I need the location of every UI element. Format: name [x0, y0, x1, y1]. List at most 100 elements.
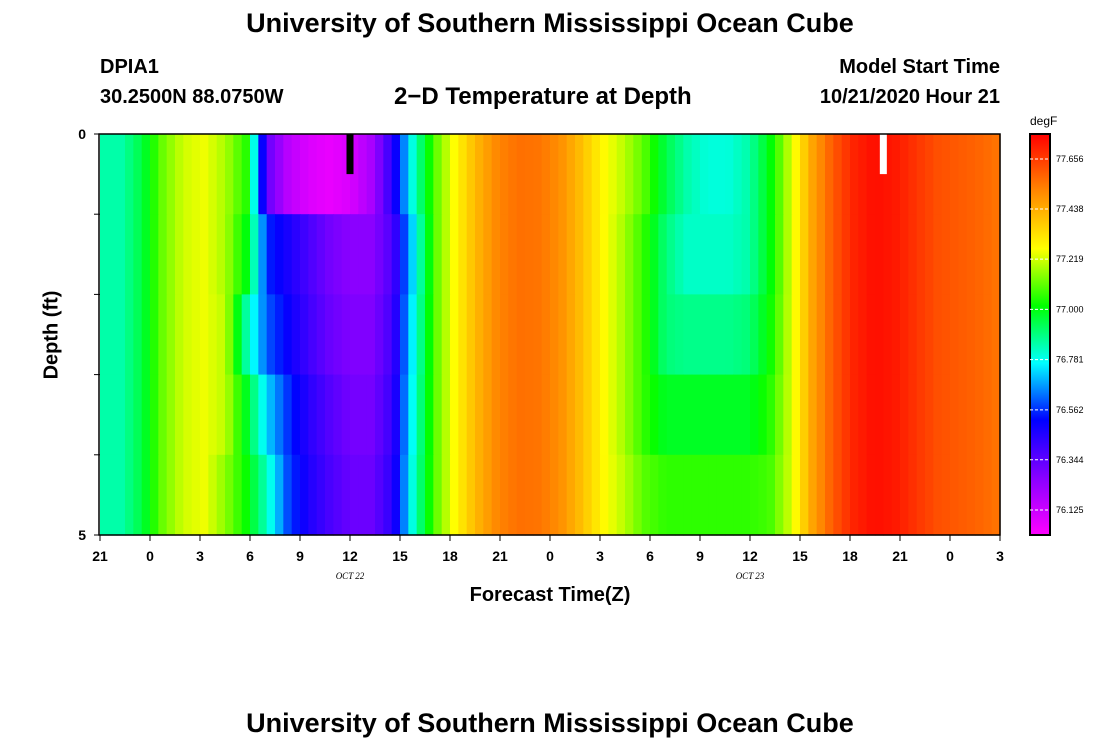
heatmap-cell	[700, 294, 709, 376]
heatmap-cell	[691, 294, 701, 376]
heatmap-cell	[258, 454, 268, 536]
heatmap-cell	[716, 214, 726, 295]
heatmap-cell	[600, 294, 609, 376]
heatmap-cell	[941, 214, 951, 295]
heatmap-cell	[275, 374, 284, 456]
heatmap-cell	[666, 294, 676, 376]
heatmap-cell	[900, 134, 909, 215]
heatmap-cell	[175, 374, 184, 456]
heatmap-cell	[508, 214, 518, 295]
heatmap-cell	[316, 294, 326, 376]
heatmap-cell	[750, 454, 759, 536]
heatmap-cell	[566, 374, 576, 456]
heatmap-cell	[791, 214, 801, 295]
heatmap-cell	[600, 374, 609, 456]
heatmap-cell	[508, 294, 518, 376]
heatmap-cell	[591, 134, 601, 215]
heatmap-cell	[991, 454, 1001, 536]
heatmap-cell	[516, 374, 526, 456]
heatmap-cell	[858, 374, 868, 456]
heatmap-cell	[866, 374, 876, 456]
heatmap-cell	[575, 134, 584, 215]
heatmap-cell	[366, 374, 376, 456]
heatmap-cell	[208, 294, 218, 376]
heatmap-cell	[583, 454, 593, 536]
heatmap-cell	[866, 214, 876, 295]
heatmap-cell	[466, 454, 476, 536]
heatmap-cell	[966, 294, 976, 376]
heatmap-cell	[841, 134, 851, 215]
heatmap-cell	[141, 374, 151, 456]
heatmap-cell	[808, 294, 818, 376]
heatmap-cell	[100, 454, 109, 536]
heatmap-cell	[966, 374, 976, 456]
heatmap-cell	[191, 134, 201, 215]
heatmap-cell	[900, 374, 909, 456]
heatmap-cell	[466, 134, 476, 215]
x-axis-label: Forecast Time(Z)	[469, 584, 631, 606]
heatmap-cell	[841, 454, 851, 536]
heatmap-cell	[141, 134, 151, 215]
heatmap-cell	[983, 294, 993, 376]
heatmap-cell	[308, 294, 318, 376]
heatmap-cell	[825, 374, 834, 456]
y-axis-label: Depth (ft)	[40, 290, 63, 380]
heatmap-cell	[883, 134, 893, 215]
heatmap-cell	[416, 454, 426, 536]
heatmap-cell	[166, 454, 176, 536]
heatmap-cell	[850, 294, 859, 376]
heatmap-cell	[658, 214, 668, 295]
heatmap-cell	[641, 214, 651, 295]
heatmap-cell	[800, 374, 809, 456]
heatmap-cell	[800, 134, 809, 215]
heatmap-cell	[308, 214, 318, 295]
heatmap-cell	[458, 214, 468, 295]
x-tick-label: 15	[392, 548, 408, 564]
heatmap-cell	[200, 214, 209, 295]
heatmap-cell	[641, 374, 651, 456]
heatmap-cell	[558, 134, 568, 215]
heatmap-cell	[625, 134, 634, 215]
heatmap-cell	[766, 294, 776, 376]
heatmap-cell	[608, 374, 618, 456]
heatmap-cell	[775, 294, 784, 376]
heatmap-cell	[966, 214, 976, 295]
heatmap-cell	[450, 214, 459, 295]
heatmap-cell	[441, 134, 451, 215]
x-tick-label: 9	[296, 548, 304, 564]
heatmap-cell	[533, 374, 543, 456]
heatmap-cell	[200, 454, 209, 536]
date-label: OCT 23	[736, 571, 765, 581]
heatmap-cell	[533, 294, 543, 376]
station-id: DPIA1	[100, 56, 159, 78]
heatmap-cell	[741, 294, 751, 376]
heatmap-cell	[333, 134, 343, 215]
heatmap-cell	[533, 454, 543, 536]
heatmap-cell	[150, 294, 159, 376]
heatmap-cell	[358, 454, 368, 536]
heatmap-cell	[500, 134, 509, 215]
heatmap-cell	[125, 134, 134, 215]
heatmap-cell	[733, 294, 743, 376]
heatmap-cell	[508, 454, 518, 536]
heatmap-cell	[958, 454, 968, 536]
heatmap-cell	[308, 134, 318, 215]
heatmap-cell	[808, 374, 818, 456]
heatmap-cell	[541, 454, 551, 536]
heatmap-cell	[408, 374, 418, 456]
heatmap-cell	[325, 134, 334, 215]
heatmap-cell	[250, 214, 259, 295]
heatmap-cell	[750, 374, 759, 456]
heatmap-cell	[283, 374, 293, 456]
heatmap-cell	[391, 134, 401, 215]
heatmap-cell	[250, 134, 259, 215]
heatmap-cell	[200, 374, 209, 456]
heatmap-cell	[241, 454, 251, 536]
heatmap-cell	[466, 214, 476, 295]
heatmap-cell	[425, 454, 434, 536]
heatmap-cell	[533, 134, 543, 215]
heatmap-cell	[408, 454, 418, 536]
heatmap-cell	[116, 134, 126, 215]
heatmap-cell	[258, 294, 268, 376]
